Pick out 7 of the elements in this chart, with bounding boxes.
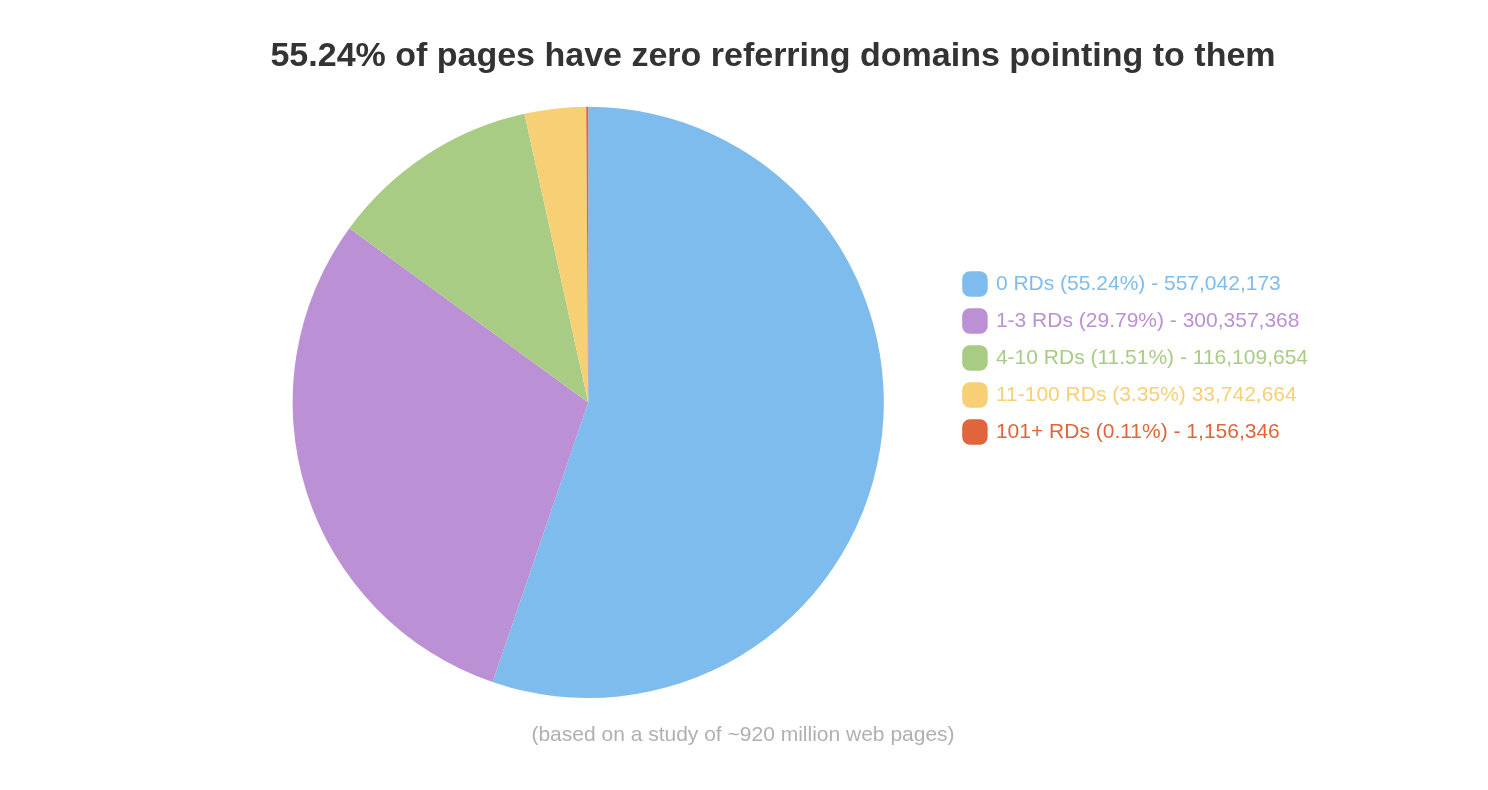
chart-title: 55.24% of pages have zero referring domains pointing to them [270, 34, 1276, 73]
text: (based on a study of ~920 million web pages) [530, 722, 956, 746]
legend-label: 1-3 RDs (29.79%) - 300,357,368 [995, 307, 1300, 331]
legend-label: 0 RDs (55.24%) - 557,042,173 [995, 270, 1281, 294]
legend-label: 11-100 RDs (3.35%) 33,742,664 [995, 381, 1298, 405]
legend-label: 101+ RDs (0.11%) - 1,156,346 [995, 418, 1280, 442]
legend-label: 4-10 RDs (11.51%) - 116,109,654 [995, 344, 1309, 368]
